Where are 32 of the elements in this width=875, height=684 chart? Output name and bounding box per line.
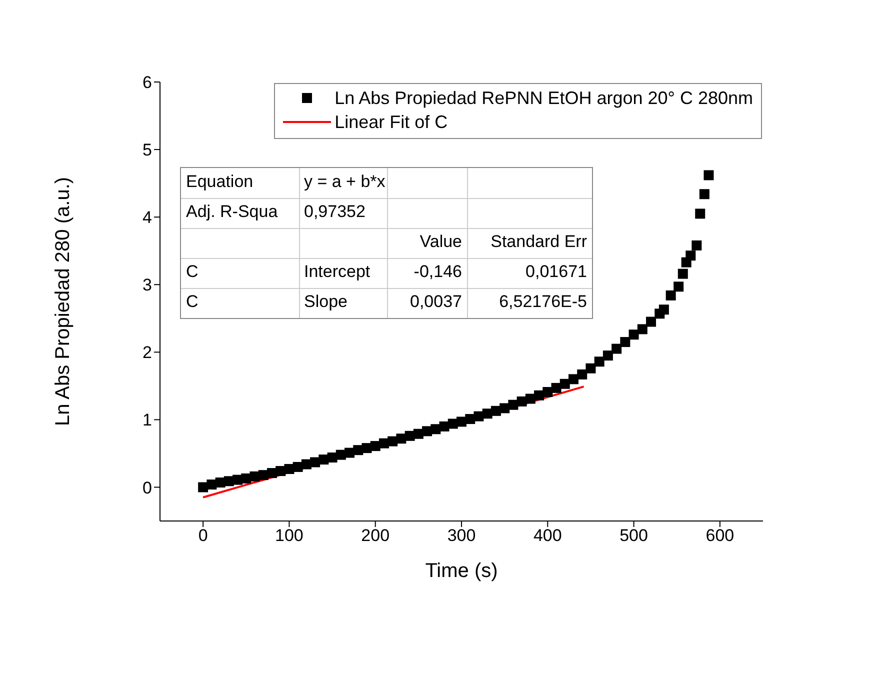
x-tick-label: 0 [198, 526, 208, 546]
annotation: 6,52176E-5 [498, 292, 587, 312]
y-tick-label: 1 [142, 410, 152, 430]
y-axis-title: Ln Abs Propiedad 280 (a.u.) [52, 176, 74, 426]
y-tick-label: 0 [142, 478, 152, 498]
x-tick-label: 200 [361, 526, 390, 546]
x-axis-title: Time (s) [425, 560, 498, 582]
annotation: y = a + b*x [304, 172, 386, 192]
annotation: 0,97352 [304, 202, 366, 222]
legend-label: Linear Fit of C [334, 112, 448, 132]
annotation: C [186, 262, 200, 282]
legend-label: Ln Abs Propiedad RePNN EtOH argon 20° C 280nm [334, 88, 753, 108]
annotation: Intercept [304, 262, 372, 282]
annotation: Standard Err [490, 232, 587, 252]
annotation: C [186, 292, 200, 312]
annotation: Slope [304, 292, 348, 312]
annotation: Equation [186, 172, 254, 192]
annotation: Value [418, 232, 462, 252]
x-tick-label: 300 [447, 526, 476, 546]
x-tick-label: 500 [620, 526, 648, 546]
annotation: Adj. R-Squa [186, 202, 279, 222]
y-tick-label: 6 [142, 73, 152, 92]
annotation: -0,146 [412, 262, 462, 282]
y-tick-label: 3 [142, 276, 152, 295]
y-tick-label: 4 [142, 208, 152, 228]
annotation: 0,01671 [524, 262, 587, 282]
x-tick-label: 600 [706, 526, 734, 546]
x-tick-label: 100 [275, 526, 304, 546]
x-tick-label: 400 [533, 526, 562, 546]
y-tick-label: 2 [142, 343, 152, 362]
annotation: 0,0037 [409, 292, 462, 312]
y-tick-label: 5 [142, 140, 152, 160]
